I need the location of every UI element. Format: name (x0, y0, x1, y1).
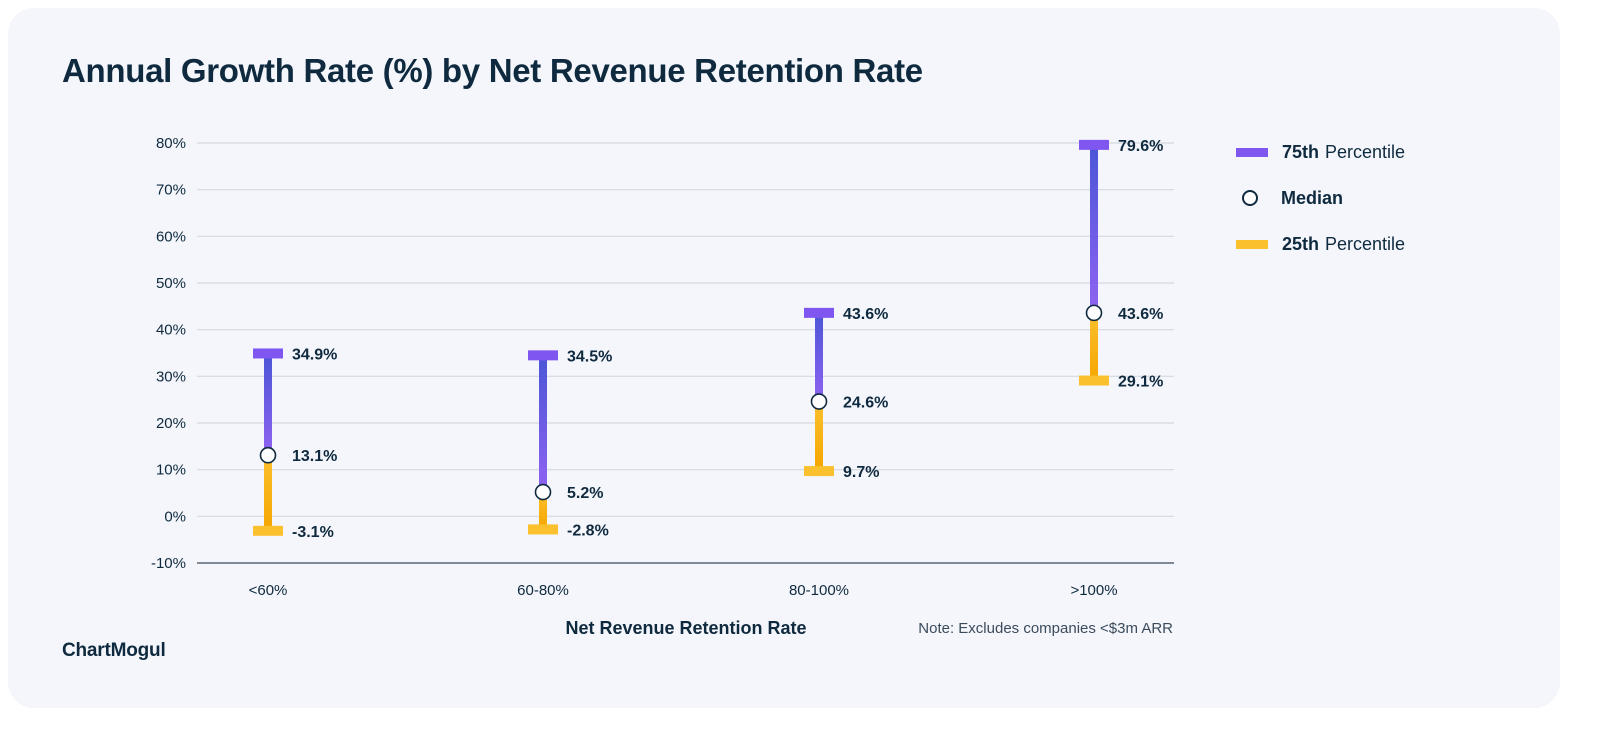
p25-value-label: 29.1% (1118, 374, 1163, 391)
legend-p75-bold: 75th (1282, 141, 1320, 162)
chart-title: Annual Growth Rate (%) by Net Revenue Re… (62, 52, 923, 89)
lower-range-bar (815, 401, 823, 472)
median-value-label: 43.6% (1118, 306, 1163, 323)
legend-swatch-median (1242, 190, 1258, 206)
range-bars (253, 139, 1109, 536)
upper-range-bar (1090, 144, 1098, 313)
y-tick-label: 10% (156, 462, 186, 479)
y-tick-label: 80% (156, 135, 186, 152)
legend-swatch-p75 (1236, 147, 1268, 157)
y-tick-label: 30% (156, 368, 186, 385)
value-labels: 34.9% 13.1% -3.1% 34.5% 5.2% -2.8% 43.6% 24.6% 9… (292, 138, 1163, 541)
x-axis-label: Net Revenue Retention Rate (565, 618, 807, 638)
x-tick-label: 80-100% (789, 582, 849, 599)
legend-item-median: Median (1236, 184, 1405, 212)
median-value-label: 24.6% (843, 395, 888, 412)
p75-cap (1079, 139, 1109, 150)
x-tick-label: >100% (1070, 582, 1117, 599)
footnote: Note: Excludes companies <$3m ARR (918, 620, 1173, 637)
y-tick-label: -10% (151, 555, 186, 572)
p75-value-label: 43.6% (843, 306, 888, 323)
legend-median-label: Median (1281, 187, 1344, 208)
p75-value-label: 34.5% (567, 348, 612, 365)
legend-p25-bold: 25th (1282, 233, 1320, 254)
grid-lines (197, 142, 1174, 564)
median-value-label: 5.2% (567, 485, 603, 502)
lower-range-bar (539, 492, 547, 530)
p25-value-label: -2.8% (567, 522, 609, 539)
x-tick-label: 60-80% (517, 582, 569, 599)
p75-value-label: 79.6% (1118, 138, 1163, 155)
p25-cap (253, 525, 283, 536)
legend-item-p25: 25th Percentile (1236, 230, 1405, 258)
y-tick-label: 50% (156, 275, 186, 292)
median-point (534, 483, 552, 501)
p75-cap (804, 307, 834, 318)
median-point (259, 446, 277, 464)
p25-value-label: -3.1% (292, 524, 334, 541)
x-tick-label: <60% (249, 582, 288, 599)
p75-cap (528, 350, 558, 361)
upper-range-bar (815, 312, 823, 402)
legend-p75-rest: Percentile (1325, 141, 1406, 162)
p75-cap (253, 348, 283, 359)
y-tick-label: 60% (156, 228, 186, 245)
lower-range-bar (1090, 312, 1098, 381)
lower-range-bar (264, 455, 272, 531)
median-value-label: 13.1% (292, 448, 337, 465)
y-tick-label: 20% (156, 415, 186, 432)
brand-logo: ChartMogul (62, 640, 166, 661)
legend: 75th Percentile Median 25th Percentile (1236, 138, 1405, 276)
median-point (1085, 304, 1103, 322)
legend-item-p75: 75th Percentile (1236, 138, 1405, 166)
legend-swatch-p25 (1236, 239, 1268, 249)
p25-cap (528, 524, 558, 535)
y-tick-label: 70% (156, 182, 186, 199)
p25-value-label: 9.7% (843, 464, 879, 481)
p25-cap (804, 466, 834, 477)
y-tick-label: 0% (164, 508, 186, 525)
y-axis-ticks: -10% 0% 10% 20% 30% 40% 50% 60% 70% 80% (151, 135, 186, 572)
median-point (810, 393, 828, 410)
legend-p25-rest: Percentile (1325, 233, 1406, 254)
x-axis-ticks: <60% 60-80% 80-100% >100% (249, 582, 1118, 599)
p25-cap (1079, 375, 1109, 386)
y-tick-label: 40% (156, 322, 186, 339)
upper-range-bar (264, 353, 272, 456)
p75-value-label: 34.9% (292, 346, 337, 363)
upper-range-bar (539, 355, 547, 493)
